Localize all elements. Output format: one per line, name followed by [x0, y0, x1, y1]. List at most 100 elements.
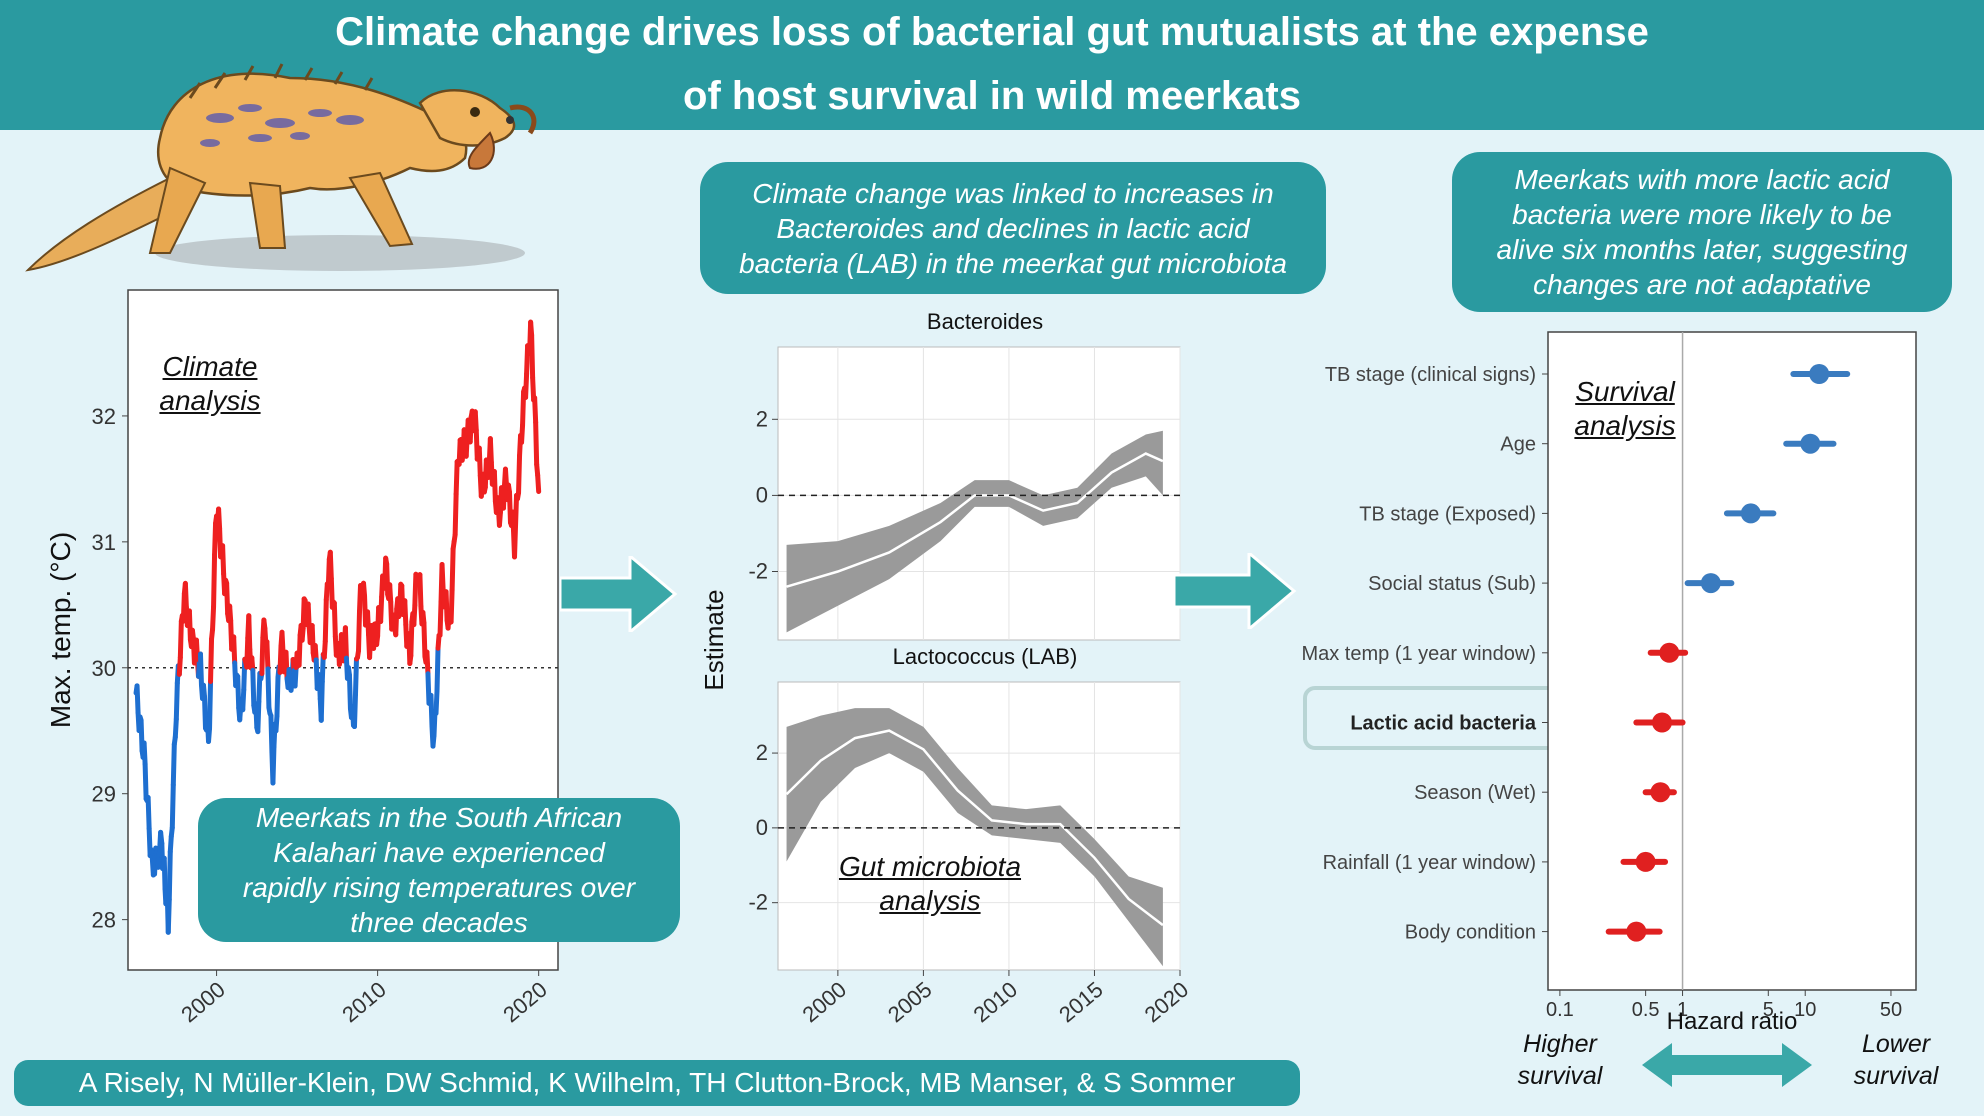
callout-line: changes are not adaptative: [1533, 269, 1871, 300]
higher-line-1: Higher: [1523, 1030, 1597, 1058]
category-label: Social status (Sub): [1368, 573, 1536, 595]
authors-bar: A Risely, N Müller-Klein, DW Schmid, K W…: [14, 1060, 1300, 1106]
hazard-point: [1740, 503, 1761, 524]
temperature-segment: [177, 618, 184, 660]
temperature-segment: [532, 395, 539, 425]
callout-line: three decades: [350, 907, 528, 938]
temperature-segment: [250, 667, 257, 709]
microbiota-label-line-2: analysis: [879, 885, 981, 916]
hazard-point: [1800, 433, 1821, 454]
temperature-segment: [352, 656, 359, 698]
temperature-segment: [356, 608, 363, 654]
temperature-segment: [264, 639, 271, 672]
temperature-segment: [387, 582, 394, 605]
temperature-segment: [318, 679, 325, 723]
callout-line: bacteria (LAB) in the meerkat gut microb…: [739, 247, 1287, 279]
y-tick-label: 2: [756, 740, 768, 765]
survival-label-line-1: Survival: [1575, 376, 1675, 407]
x-tick-label: 1: [1677, 999, 1688, 1021]
arrow-right-icon: [1174, 553, 1297, 629]
x-tick-label: 2005: [883, 977, 937, 1028]
climate-analysis-label: Climate analysis: [140, 350, 280, 418]
temperature-segment: [246, 613, 253, 652]
confidence-band: [786, 708, 1163, 967]
category-label: Body condition: [1405, 922, 1536, 944]
temperature-segment: [351, 692, 358, 730]
callout-line: bacteria were more likely to be: [1512, 199, 1892, 230]
temperature-segment: [516, 452, 523, 496]
bacteroides-title: Bacteroides: [927, 310, 1043, 334]
survival-plot-frame: [1547, 331, 1917, 991]
temperature-segment: [327, 549, 334, 582]
temperature-segment: [134, 683, 141, 716]
y-tick-label: -2: [748, 890, 768, 915]
callout-line: Climate change was linked to increases i…: [752, 177, 1274, 209]
temperature-segment: [172, 716, 179, 740]
climate-callout: Meerkats in the South African Kalahari h…: [198, 798, 680, 942]
temperature-segment: [411, 602, 418, 628]
temperature-segment: [439, 562, 446, 591]
y-tick-label: 32: [92, 404, 116, 429]
temperature-segment: [487, 436, 494, 465]
temperature-segment: [346, 672, 353, 712]
temperature-segment: [434, 645, 441, 694]
temperature-segment: [402, 598, 409, 628]
x-tick-label: 10: [1794, 999, 1816, 1021]
lower-line-1: Lower: [1861, 1030, 1931, 1058]
temperature-segment: [161, 855, 168, 892]
y-tick-label: 28: [92, 908, 116, 933]
temperature-segment: [512, 523, 519, 560]
temperature-segment: [279, 629, 286, 655]
temperature-segment: [255, 699, 262, 735]
temperature-segment: [378, 594, 385, 624]
temperature-segment: [453, 459, 460, 497]
hazard-point: [1635, 851, 1656, 872]
temperature-segment: [231, 634, 238, 666]
y-tick-label: 2: [756, 406, 768, 431]
temperature-segment: [235, 673, 242, 711]
temperature-segment: [265, 666, 272, 711]
temperature-segment: [270, 744, 277, 786]
survival-callout: Meerkats with more lactic acid bacteria …: [1452, 152, 1952, 312]
category-label: Rainfall (1 year window): [1323, 852, 1536, 874]
survival-analysis-label: Survival analysis: [1555, 375, 1695, 443]
confidence-band: [786, 430, 1163, 633]
temperature-segment: [167, 833, 174, 855]
temperature-segment: [169, 782, 176, 831]
category-label: Max temp (1 year window): [1301, 643, 1536, 665]
higher-line-2: survival: [1517, 1062, 1603, 1090]
callout-line: Kalahari have experienced: [273, 837, 605, 868]
temperature-segment: [449, 546, 456, 593]
temperature-segment: [417, 572, 424, 609]
title-line-2: of host survival in wild meerkats: [683, 74, 1301, 118]
temperature-segment: [142, 761, 149, 802]
temperature-segment: [523, 371, 530, 400]
x-tick-label: 0.5: [1632, 999, 1660, 1021]
x-tick-label: 2010: [969, 977, 1023, 1028]
meerkat-illustration: [25, 63, 537, 272]
temperature-segment: [170, 741, 177, 788]
x-tick-label: 2000: [176, 977, 230, 1028]
survival-label-line-2: analysis: [1574, 410, 1676, 441]
temperature-segment: [166, 849, 173, 902]
x-tick-label: 2020: [498, 977, 552, 1028]
callout-line: Bacteroides and declines in lactic acid: [776, 212, 1250, 244]
x-tick-label: 50: [1880, 999, 1902, 1021]
temperature-segment: [476, 445, 483, 479]
y-tick-label: 0: [756, 815, 768, 840]
hazard-point: [1652, 712, 1673, 733]
category-label: TB stage (clinical signs): [1325, 364, 1536, 386]
temperature-segment: [208, 636, 215, 684]
survival-chart: 0.1 0.5 1 5 10 50 TB stage (clinical signs) Age…: [1301, 331, 1917, 1035]
x-tick-label: 0.1: [1546, 999, 1574, 1021]
temperature-segment: [197, 651, 204, 688]
arrow-right-icon: [560, 556, 678, 632]
temperature-segment: [519, 422, 526, 445]
temperature-segment: [448, 587, 455, 625]
temperature-segment: [433, 688, 440, 716]
temperature-segment: [502, 466, 509, 488]
temperature-segment: [211, 552, 218, 610]
y-tick-label: 30: [92, 656, 116, 681]
higher-survival-label: Higher survival: [1500, 1028, 1620, 1092]
hazard-point: [1809, 364, 1830, 384]
